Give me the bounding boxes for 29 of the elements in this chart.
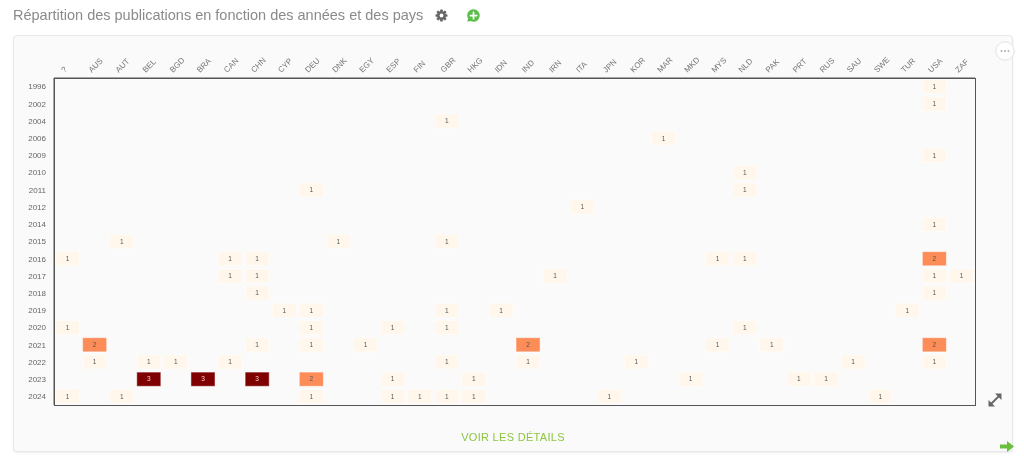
- y-tick-label: 2004: [28, 116, 47, 126]
- y-tick-label: 2022: [28, 357, 47, 367]
- x-tick-label: IND: [520, 58, 537, 75]
- y-tick-label: 2012: [28, 202, 47, 212]
- y-tick-label: 2018: [28, 288, 47, 298]
- x-tick-label: IDN: [493, 58, 510, 75]
- text: VOIR LES DÉTAILS: [460, 431, 566, 443]
- y-tick-label: 2017: [28, 271, 47, 281]
- y-tick-label: 2002: [28, 99, 47, 109]
- y-tick-label: 1996: [28, 82, 47, 92]
- y-tick-label: 2015: [28, 237, 47, 247]
- x-tick-label: USA: [926, 55, 945, 75]
- x-tick-label: ?: [59, 64, 70, 75]
- x-tick-label: ITA: [574, 59, 590, 75]
- y-tick-label: 2020: [28, 323, 47, 333]
- y-tick-label: 2011: [28, 185, 47, 195]
- y-tick-label: 2021: [28, 340, 47, 350]
- y-tick-label: 2016: [28, 254, 47, 264]
- y-tick-label: 2006: [28, 134, 47, 144]
- y-tick-label: 2023: [28, 374, 47, 384]
- x-tick-label: IRN: [547, 58, 564, 75]
- chart-title: Répartition des publications en fonction des années et des pays: [13, 7, 424, 23]
- y-tick-label: 2014: [28, 220, 47, 230]
- y-tick-label: 2024: [28, 392, 47, 402]
- y-tick-label: 2010: [28, 168, 47, 178]
- y-tick-label: 2009: [28, 151, 47, 161]
- x-tick-label: FIN: [411, 58, 428, 75]
- x-tick-label: BEL: [140, 56, 159, 75]
- y-tick-label: 2019: [28, 306, 47, 316]
